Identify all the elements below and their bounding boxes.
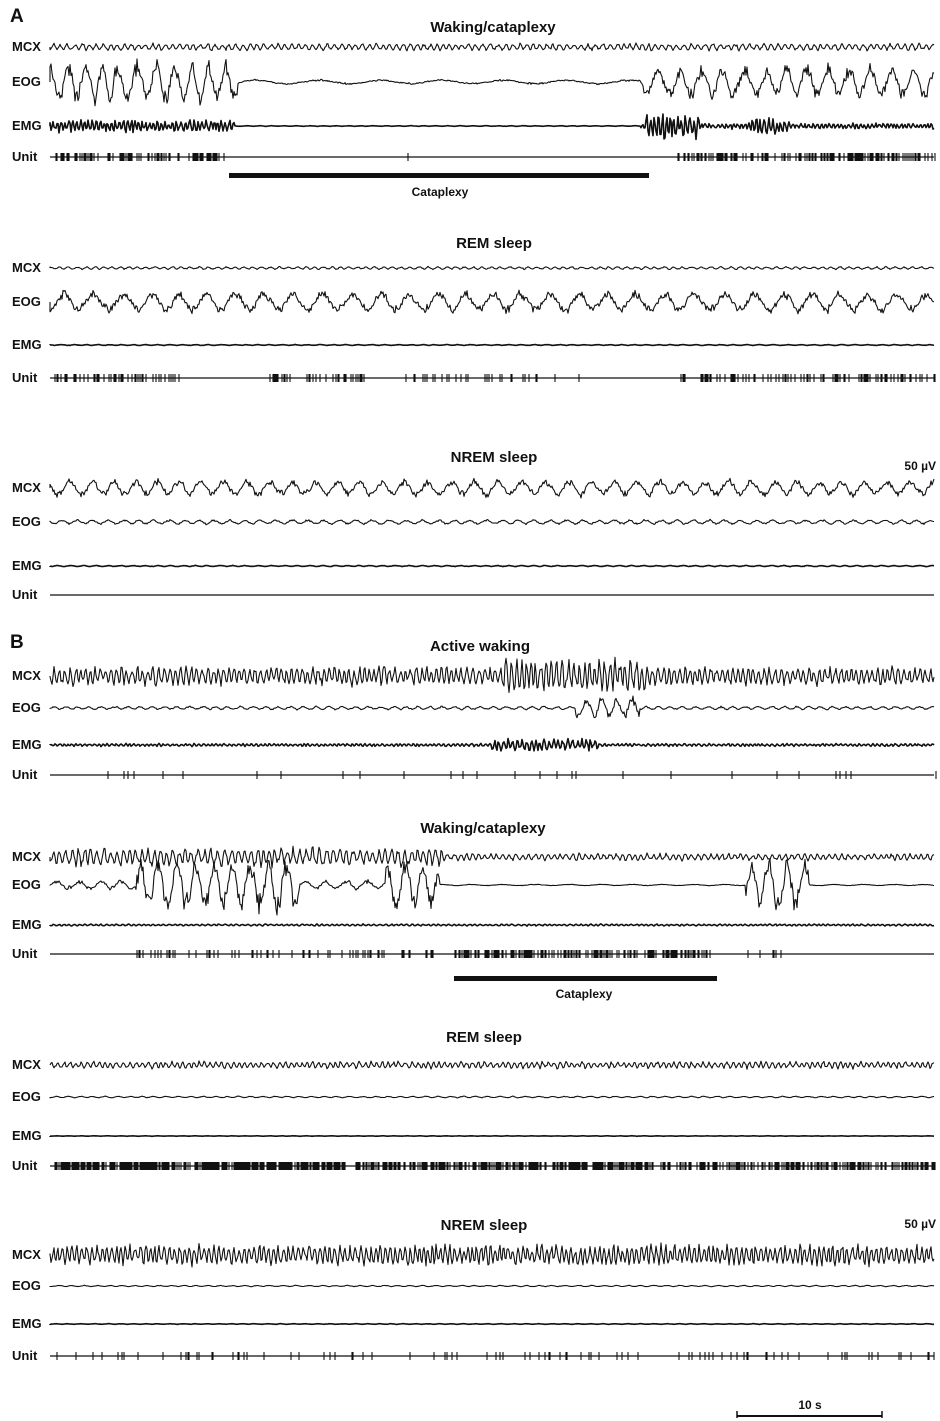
- section-title-b-rem: REM sleep: [446, 1029, 522, 1046]
- channel-label-emg-a-2: EMG: [12, 558, 42, 573]
- channel-label-eog-b-1: EOG: [12, 877, 41, 892]
- section-title-b-active-waking: Active waking: [430, 638, 530, 655]
- section-title-a-rem: REM sleep: [456, 235, 532, 252]
- mcx-trace-a-0: [49, 42, 935, 52]
- emg-trace-b-3: [49, 1322, 934, 1326]
- eog-trace-a-2: [49, 518, 935, 526]
- channel-label-unit-b-2: Unit: [12, 1158, 38, 1173]
- channel-label-mcx-a-0: MCX: [12, 39, 41, 54]
- mcx-trace-a-2: [49, 477, 935, 499]
- channel-label-unit-a-1: Unit: [12, 370, 38, 385]
- emg-trace-a-0: [49, 113, 935, 141]
- channel-label-eog-a-1: EOG: [12, 294, 41, 309]
- section-title-b-nrem: NREM sleep: [441, 1217, 528, 1234]
- channel-label-unit-b-0: Unit: [12, 767, 38, 782]
- channel-label-eog-b-2: EOG: [12, 1089, 41, 1104]
- cataplexy-bar-a: [229, 173, 649, 178]
- amplitude-scale-a: 50 µV: [904, 459, 936, 473]
- time-scale-label: 10 s: [798, 1398, 822, 1412]
- eog-trace-a-1: [49, 289, 935, 315]
- unit-trace-b-1: [50, 950, 934, 958]
- channel-label-emg-a-0: EMG: [12, 118, 42, 133]
- channel-label-unit-a-2: Unit: [12, 587, 38, 602]
- channel-label-mcx-a-1: MCX: [12, 260, 41, 275]
- channel-label-mcx-b-1: MCX: [12, 849, 41, 864]
- unit-trace-a-1-spikes: [54, 374, 936, 382]
- emg-trace-a-2: [49, 564, 935, 568]
- mcx-trace-b-3: [49, 1242, 935, 1268]
- emg-trace-b-1: [49, 923, 935, 927]
- section-title-b-waking-cataplexy: Waking/cataplexy: [420, 820, 546, 837]
- unit-trace-a-0-spikes: [55, 153, 936, 161]
- unit-trace-b-0-spikes: [107, 771, 937, 779]
- channel-label-eog-b-3: EOG: [12, 1278, 41, 1293]
- channel-label-mcx-a-2: MCX: [12, 480, 41, 495]
- mcx-trace-a-1: [49, 265, 935, 271]
- channel-label-eog-b-0: EOG: [12, 700, 41, 715]
- channel-label-mcx-b-3: MCX: [12, 1247, 41, 1262]
- channel-label-unit-a-0: Unit: [12, 149, 38, 164]
- channel-label-emg-b-3: EMG: [12, 1316, 42, 1331]
- eog-trace-b-2: [49, 1095, 934, 1099]
- cataplexy-label-a: Cataplexy: [412, 185, 469, 199]
- mcx-trace-b-1: [49, 845, 935, 869]
- channel-label-emg-a-1: EMG: [12, 337, 42, 352]
- unit-trace-a-0: [50, 153, 936, 161]
- channel-label-emg-b-1: EMG: [12, 917, 42, 932]
- unit-trace-b-1-spikes: [136, 950, 782, 958]
- eog-trace-b-0: [49, 695, 935, 719]
- channel-label-emg-b-2: EMG: [12, 1128, 42, 1143]
- channel-label-eog-a-2: EOG: [12, 514, 41, 529]
- channel-label-mcx-b-2: MCX: [12, 1057, 41, 1072]
- panel-label-a: A: [10, 6, 24, 27]
- channel-label-unit-b-1: Unit: [12, 946, 38, 961]
- unit-trace-b-0: [50, 771, 937, 779]
- channel-label-unit-b-3: Unit: [12, 1348, 38, 1363]
- emg-trace-b-2: [49, 1134, 935, 1138]
- eog-trace-b-1: [49, 858, 935, 916]
- eog-trace-a-0: [49, 58, 935, 107]
- channel-label-emg-b-0: EMG: [12, 737, 42, 752]
- emg-trace-a-1: [49, 343, 935, 347]
- channel-label-mcx-b-0: MCX: [12, 668, 41, 683]
- unit-trace-a-1: [50, 374, 936, 382]
- unit-trace-b-2-spikes: [54, 1162, 936, 1170]
- section-title-a-waking-cataplexy: Waking/cataplexy: [430, 19, 556, 36]
- amplitude-scale-b: 50 µV: [904, 1217, 936, 1231]
- cataplexy-label-b: Cataplexy: [556, 987, 613, 1001]
- emg-trace-b-0: [49, 737, 935, 752]
- channel-label-layer: MCX EOG EMG Unit MCX EOG EMG Unit MCX EOG EMG Unit M…: [12, 39, 42, 1363]
- mcx-trace-b-2: [49, 1060, 935, 1070]
- channel-label-eog-a-0: EOG: [12, 74, 41, 89]
- eog-trace-b-3: [49, 1284, 935, 1288]
- unit-trace-b-2: [50, 1162, 936, 1170]
- cataplexy-bar-b: [454, 976, 717, 981]
- mcx-trace-b-0: [49, 656, 935, 693]
- section-title-a-nrem: NREM sleep: [451, 449, 538, 466]
- unit-trace-b-3: [50, 1352, 935, 1360]
- unit-trace-b-3-spikes: [56, 1352, 935, 1360]
- trace-layer: [49, 42, 937, 1360]
- panel-label-b: B: [10, 632, 24, 653]
